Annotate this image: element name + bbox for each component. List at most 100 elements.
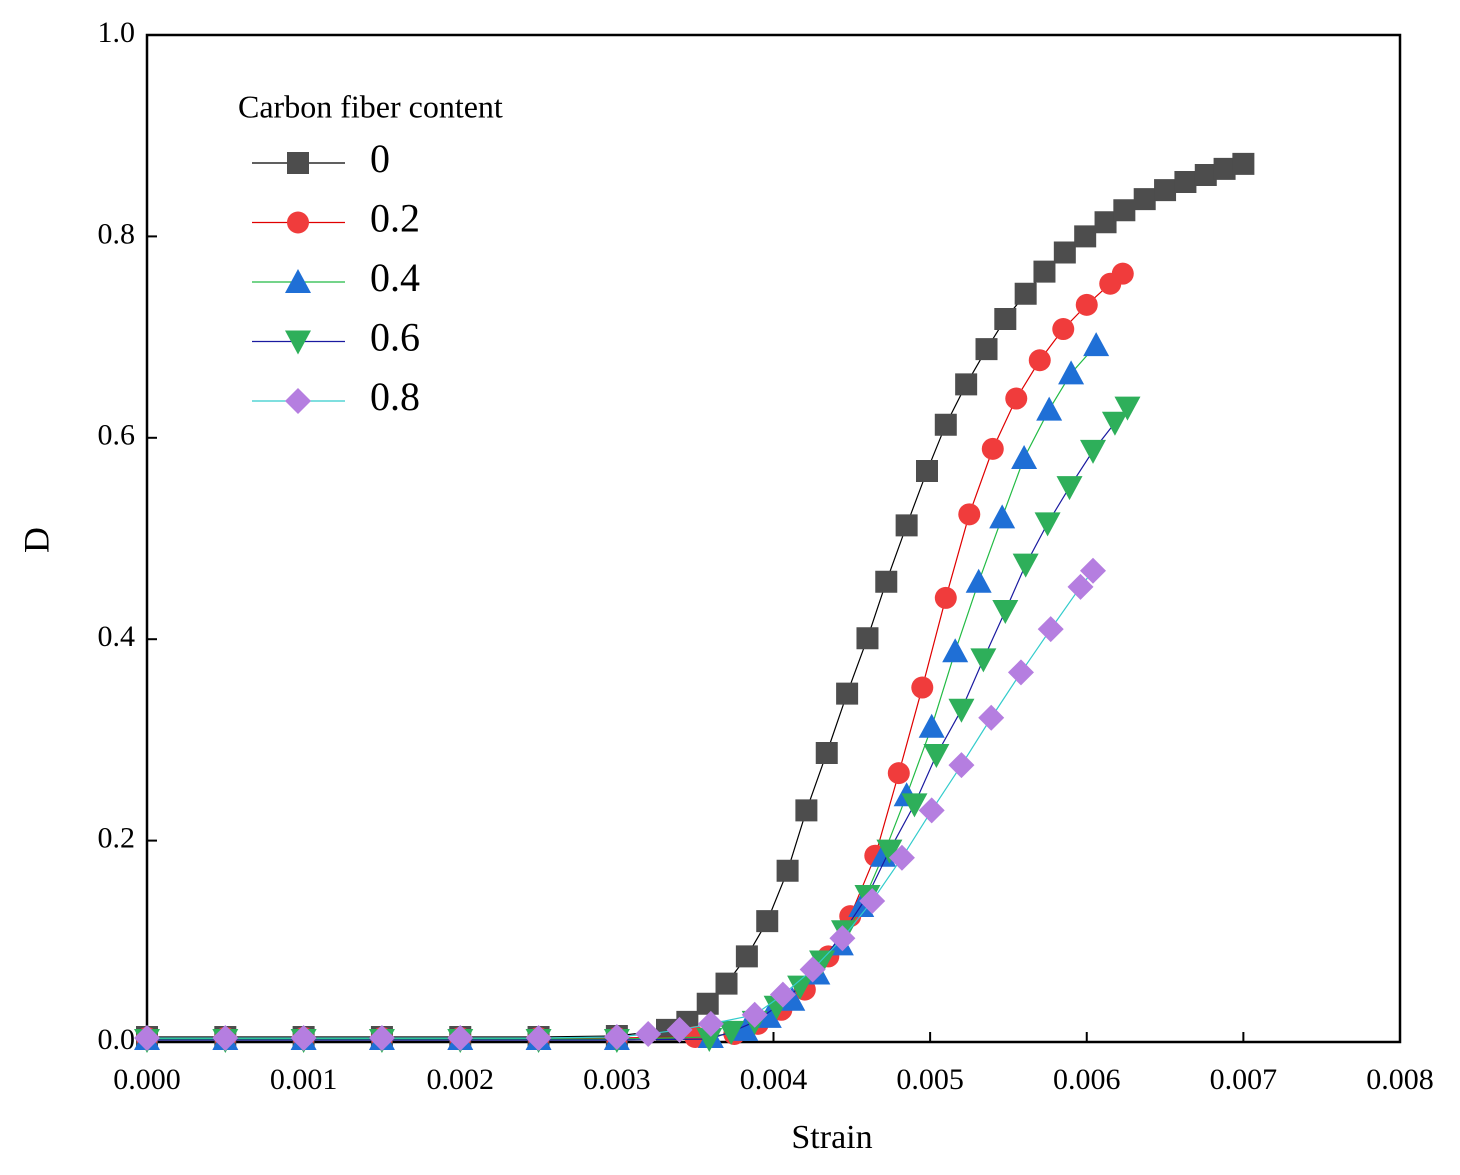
x-tick-label: 0.000: [113, 1063, 181, 1096]
marker: [1007, 659, 1034, 686]
marker: [732, 1016, 759, 1041]
marker: [1174, 171, 1197, 194]
series-line: [147, 344, 1097, 1040]
legend-marker: [285, 388, 311, 414]
marker: [989, 504, 1016, 529]
marker: [718, 1020, 745, 1045]
marker: [1101, 411, 1128, 436]
y-tick-label: 0.4: [98, 620, 136, 653]
marker: [856, 627, 879, 650]
marker: [955, 373, 978, 396]
marker: [942, 638, 969, 663]
marker: [809, 950, 836, 975]
marker: [958, 503, 981, 526]
marker: [715, 972, 738, 995]
x-tick-label: 0.001: [270, 1063, 338, 1096]
legend-label: 0.2: [370, 196, 420, 241]
marker: [756, 910, 779, 933]
marker: [1083, 332, 1110, 357]
marker: [911, 676, 934, 699]
marker: [735, 945, 758, 968]
y-tick-label: 0.8: [98, 217, 136, 250]
marker: [1111, 262, 1134, 285]
marker: [1075, 293, 1098, 316]
series-line: [147, 163, 1244, 1038]
legend-marker: [287, 211, 309, 234]
legend-label: 0.6: [370, 315, 420, 360]
marker: [978, 704, 1005, 731]
marker: [1114, 396, 1141, 421]
marker: [1194, 163, 1217, 186]
marker: [525, 1024, 552, 1051]
x-tick-label: 0.006: [1053, 1063, 1121, 1096]
marker: [1094, 211, 1117, 234]
marker: [795, 799, 818, 822]
marker: [787, 975, 814, 1000]
marker: [876, 839, 903, 864]
x-tick-label: 0.003: [583, 1063, 651, 1096]
marker: [134, 1024, 160, 1051]
marker: [1037, 616, 1064, 643]
marker: [769, 981, 796, 1008]
marker: [1067, 573, 1094, 600]
marker: [755, 1003, 782, 1028]
marker: [981, 437, 1004, 460]
marker: [901, 793, 928, 818]
marker: [815, 741, 838, 764]
plot-frame: [145, 33, 1402, 1044]
marker: [1052, 318, 1075, 341]
marker: [829, 925, 856, 952]
x-tick-label: 0.002: [427, 1063, 495, 1096]
marker: [992, 600, 1019, 625]
marker: [696, 1027, 723, 1052]
marker: [918, 713, 945, 738]
marker: [290, 1024, 317, 1051]
marker: [696, 992, 719, 1015]
legend-title: Carbon fiber content: [238, 88, 503, 124]
marker: [1014, 282, 1037, 305]
marker: [741, 1001, 768, 1028]
marker: [666, 1016, 693, 1043]
legend-label: 0.4: [370, 255, 420, 300]
marker: [934, 586, 957, 609]
marker: [1005, 387, 1028, 410]
series-line: [147, 407, 1128, 1041]
marker: [923, 744, 950, 769]
marker: [994, 307, 1017, 330]
marker: [1080, 557, 1107, 584]
marker: [836, 682, 859, 705]
marker: [1213, 157, 1236, 180]
x-tick-label: 0.008: [1366, 1063, 1434, 1096]
legend-marker: [285, 269, 311, 293]
marker: [1058, 360, 1085, 385]
marker: [888, 844, 915, 871]
marker: [635, 1020, 662, 1047]
y-tick-label: 0.2: [98, 821, 136, 854]
marker: [859, 888, 886, 915]
x-axis-label: Strain: [791, 1119, 872, 1156]
marker: [934, 413, 957, 436]
legend-marker: [287, 152, 309, 174]
legend-label: 0: [370, 136, 390, 181]
marker: [915, 460, 938, 483]
y-tick-label: 0.0: [98, 1023, 136, 1056]
marker: [887, 762, 910, 785]
marker: [970, 648, 997, 673]
marker: [776, 859, 799, 882]
marker: [212, 1024, 239, 1051]
marker: [697, 1010, 724, 1037]
marker: [1033, 260, 1056, 283]
marker: [1036, 396, 1063, 421]
marker: [965, 568, 992, 593]
y-axis-label: D: [16, 527, 56, 553]
marker: [799, 956, 826, 983]
x-tick-label: 0.005: [896, 1063, 964, 1096]
marker: [975, 338, 998, 361]
legend-marker: [285, 330, 311, 355]
legend-label: 0.8: [370, 374, 420, 419]
marker: [1053, 241, 1076, 264]
marker: [1034, 512, 1061, 537]
marker: [1232, 152, 1255, 175]
x-tick-label: 0.004: [740, 1063, 808, 1096]
marker: [1012, 553, 1039, 578]
